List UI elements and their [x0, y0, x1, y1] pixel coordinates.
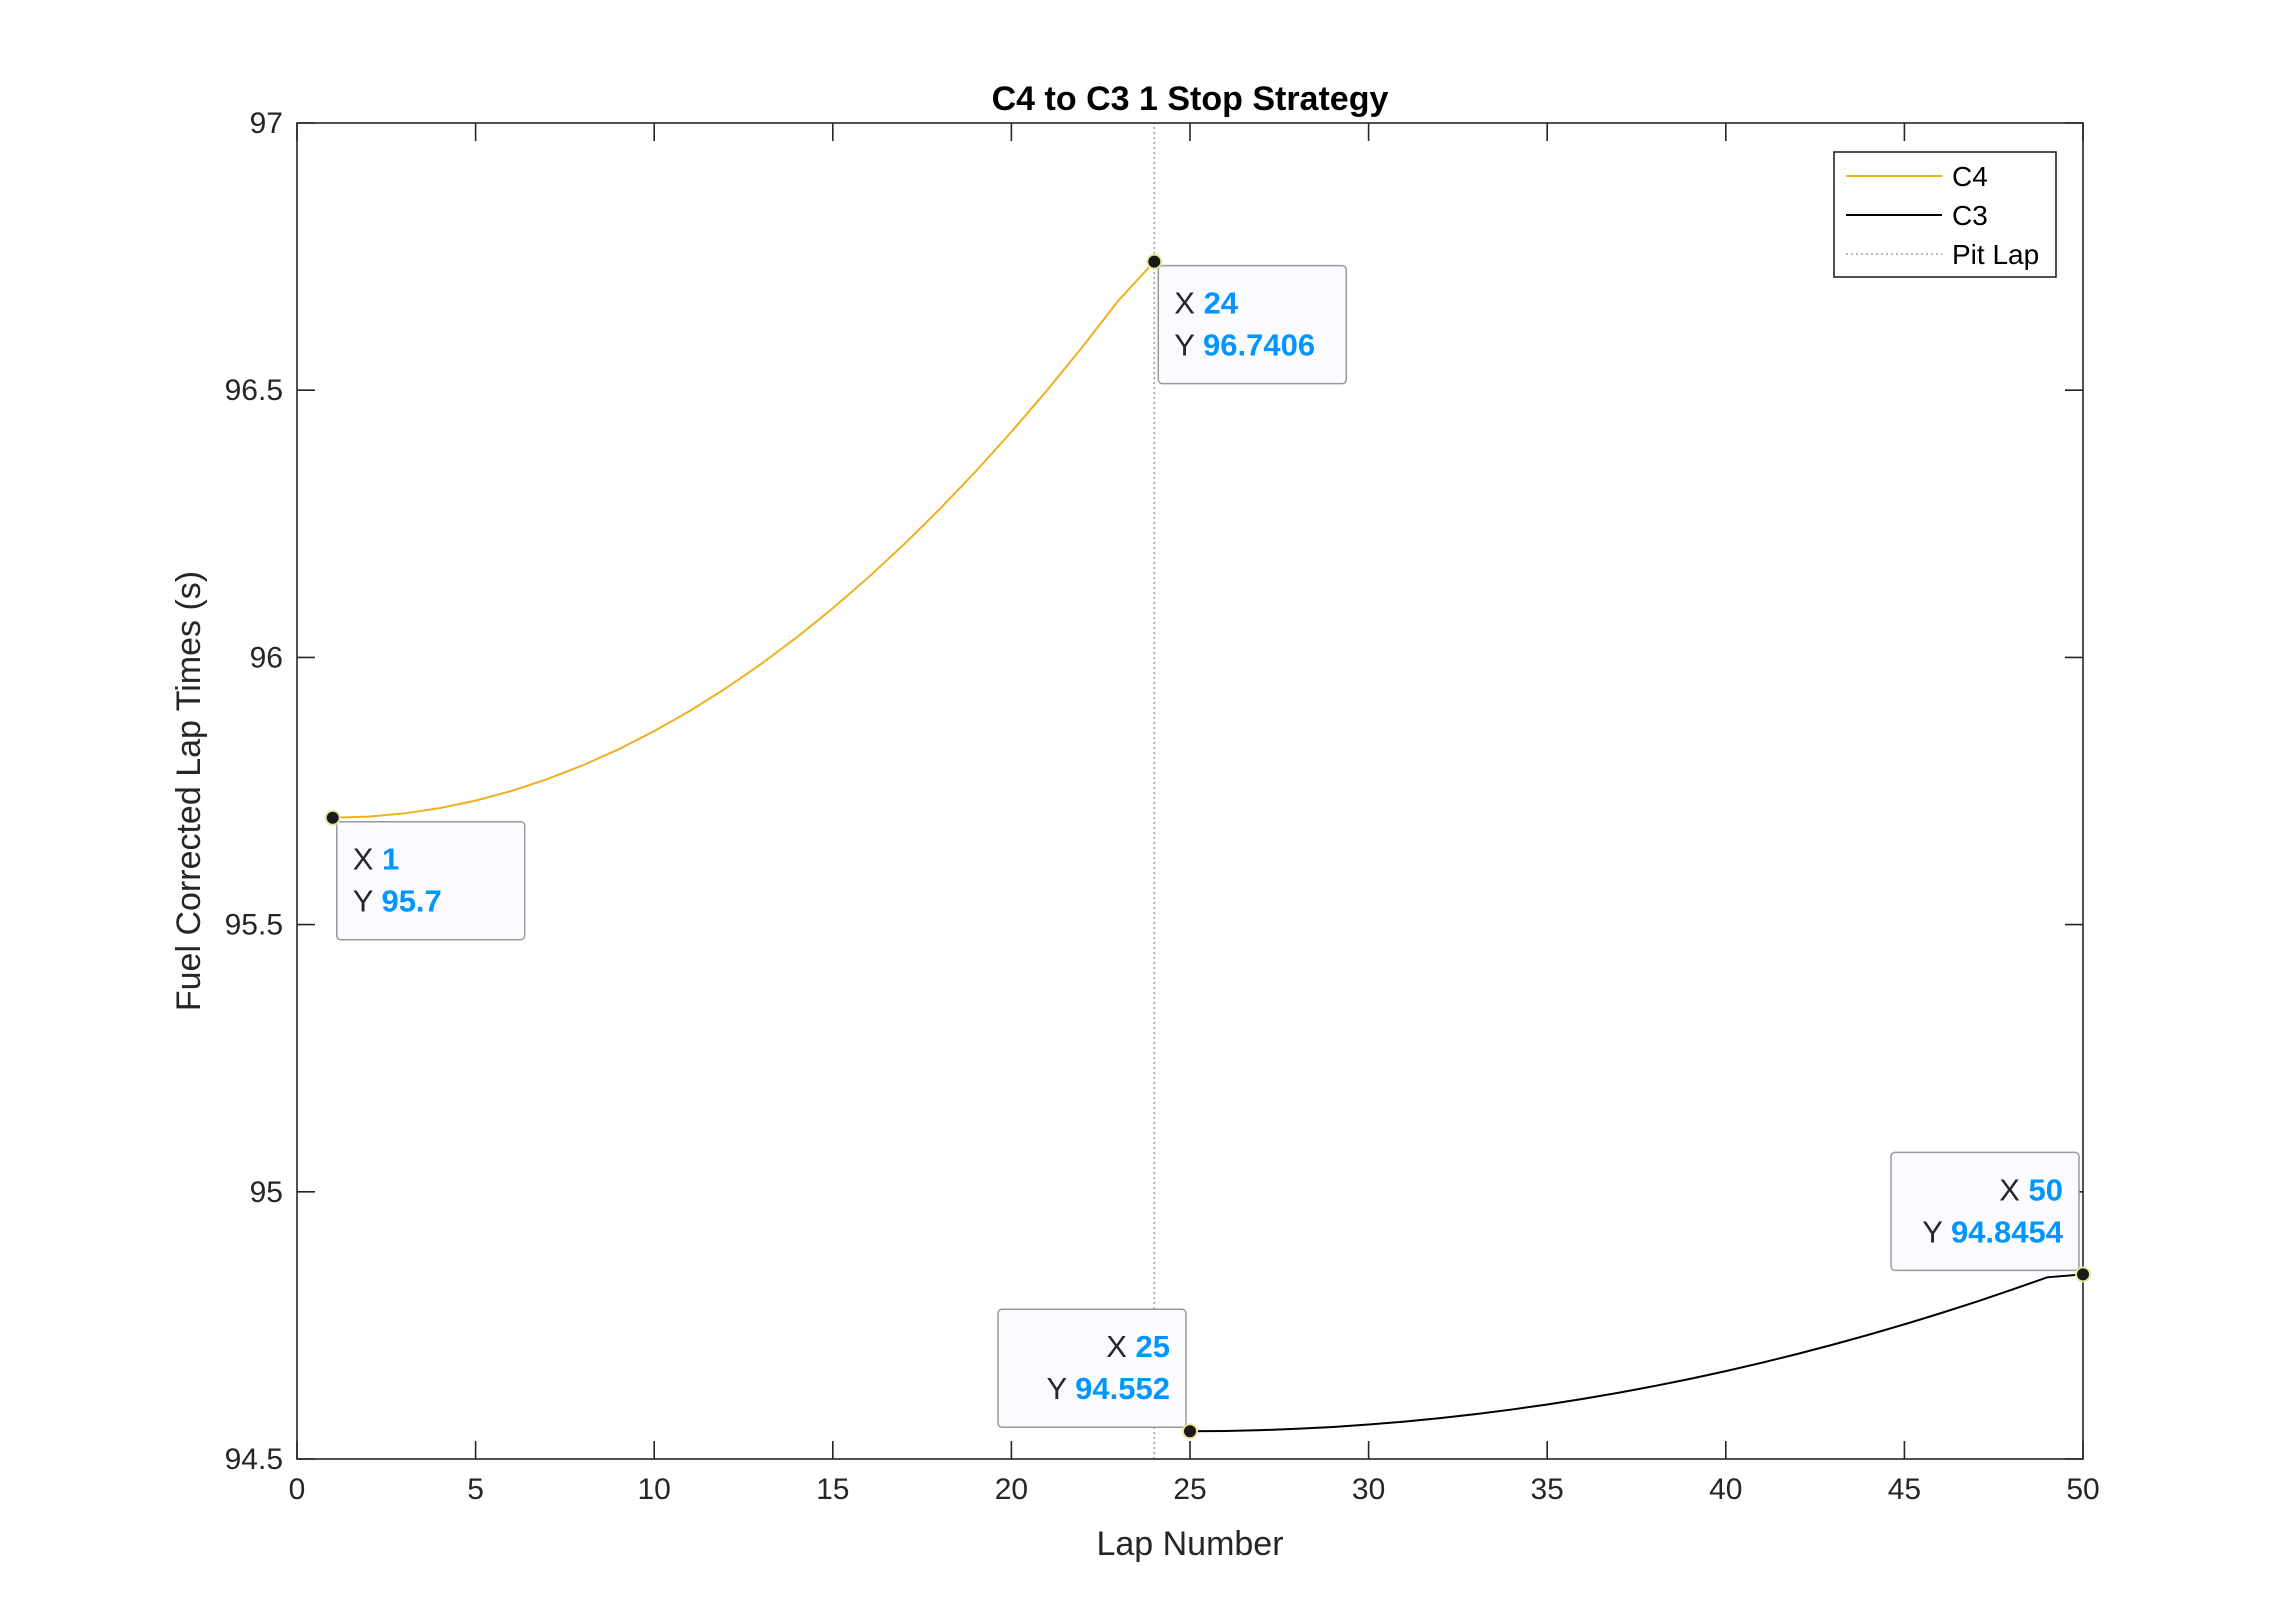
legend-entry-c3: C3 — [1952, 200, 1988, 231]
datatip-marker[interactable] — [2075, 1266, 2091, 1283]
datatip[interactable]: X 24Y 96.7406 — [1146, 253, 1348, 385]
datatip-y-value: 94.8454 — [1951, 1214, 2064, 1249]
datatip[interactable]: X 1Y 95.7 — [324, 809, 526, 941]
y-tick-label: 94.5 — [225, 1443, 283, 1476]
datatip-y-text: Y 96.7406 — [1174, 328, 1315, 363]
datatip-marker[interactable] — [324, 809, 341, 826]
x-tick-label: 15 — [816, 1473, 849, 1506]
x-tick-label: 0 — [289, 1473, 306, 1506]
legend[interactable]: C4 C3 Pit Lap — [1833, 151, 2057, 278]
datatip-x-value: 50 — [2029, 1172, 2063, 1207]
legend-entry-pit-lap: Pit Lap — [1952, 239, 2039, 270]
x-tick-label: 50 — [2066, 1473, 2099, 1506]
datatip-box — [335, 820, 526, 941]
datatip-x-label: X — [1174, 286, 1203, 321]
datatip-x-label: X — [353, 842, 382, 877]
datatip-y-value: 96.7406 — [1203, 328, 1315, 363]
datatip-x-value: 25 — [1136, 1329, 1170, 1364]
datatip-x-label: X — [1106, 1329, 1135, 1364]
datatip-x-value: 1 — [382, 842, 399, 877]
datatip-y-value: 95.7 — [381, 884, 441, 919]
datatip-x-label: X — [1999, 1172, 2028, 1207]
x-tick-label: 25 — [1173, 1473, 1206, 1506]
chart-title: C4 to C3 1 Stop Strategy — [992, 80, 1389, 118]
datatip-x-text: X 1 — [353, 842, 400, 877]
datatip-marker[interactable] — [1182, 1423, 1198, 1440]
datatip-box — [1890, 1151, 2080, 1272]
datatip[interactable]: X 50 Y 94.8454 — [1890, 1151, 2091, 1283]
x-tick-label: 10 — [638, 1473, 671, 1506]
x-tick-label: 40 — [1709, 1473, 1742, 1506]
datatip-y-text: Y 94.552 — [1046, 1371, 1170, 1406]
x-tick-label: 30 — [1352, 1473, 1385, 1506]
datatip-marker[interactable] — [1146, 253, 1163, 270]
y-tick-label: 97 — [250, 107, 283, 140]
datatip-x-text: X 50 — [1999, 1172, 2063, 1207]
datatip-x-value: 24 — [1204, 286, 1239, 321]
y-tick-label: 95 — [250, 1176, 283, 1209]
datatip-box — [1157, 264, 1348, 385]
axes-layer: 0 5 10 15 20 25 30 35 40 45 50 94.5 95 95.5 96 96.5 97 — [225, 107, 2100, 1506]
series-layer — [332, 123, 2084, 1459]
x-tick-label: 5 — [467, 1473, 484, 1506]
y-axis-label: Fuel Corrected Lap Times (s) — [170, 571, 208, 1011]
y-tick-label: 96 — [250, 641, 283, 674]
datatip-y-value: 94.552 — [1075, 1371, 1170, 1406]
datatip-y-text: Y 95.7 — [353, 884, 442, 919]
x-axis-label: Lap Number — [1096, 1525, 1283, 1563]
series-line-c4[interactable] — [332, 260, 1156, 819]
y-tick-label: 95.5 — [225, 909, 283, 942]
legend-entry-c4: C4 — [1952, 161, 1988, 192]
datatip-x-text: X 25 — [1106, 1329, 1170, 1364]
datatip-y-label: Y — [1046, 1371, 1075, 1406]
datatip-x-text: X 24 — [1174, 286, 1239, 321]
x-tick-label: 45 — [1888, 1473, 1921, 1506]
datatip[interactable]: X 25 Y 94.552 — [997, 1308, 1198, 1440]
datatip-box — [997, 1308, 1187, 1428]
x-tick-label: 35 — [1531, 1473, 1564, 1506]
datatip-y-label: Y — [1922, 1214, 1951, 1249]
x-tick-label: 20 — [995, 1473, 1028, 1506]
y-tick-label: 96.5 — [225, 374, 283, 407]
datatip-y-label: Y — [353, 884, 382, 919]
series-line-c3[interactable] — [1189, 1273, 2084, 1433]
datatip-y-label: Y — [1174, 328, 1203, 363]
datatip-y-text: Y 94.8454 — [1922, 1214, 2064, 1249]
